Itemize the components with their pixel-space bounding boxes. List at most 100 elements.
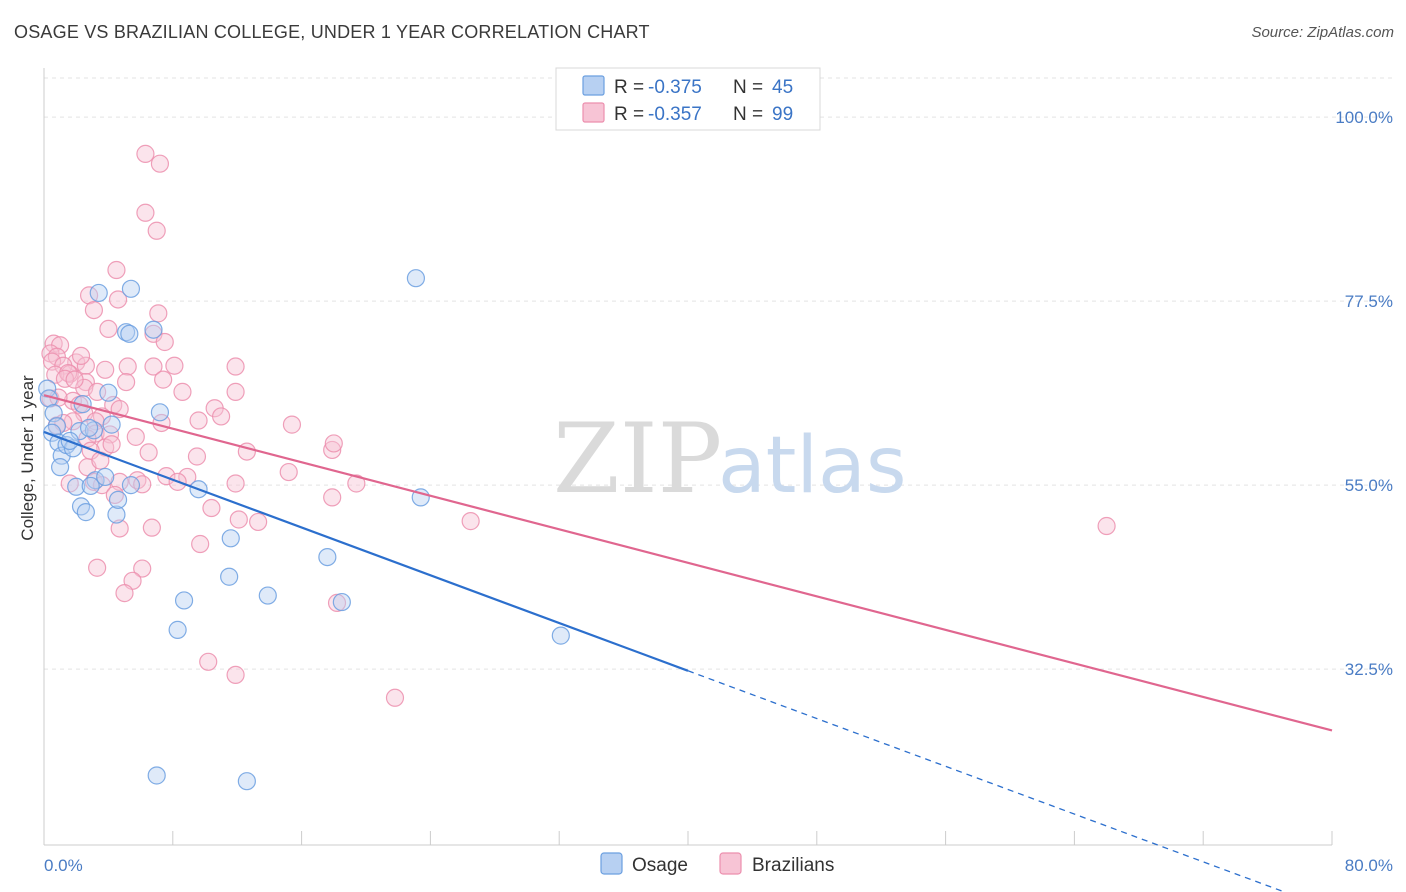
point-brazilians-29 xyxy=(117,372,136,392)
point-brazilians-74 xyxy=(202,498,221,518)
point-brazilians-1 xyxy=(150,154,170,173)
point-brazilians-20 xyxy=(118,357,137,376)
point-osage-13 xyxy=(102,415,121,434)
stats-r-value-brazilians: -0.357 xyxy=(648,104,702,125)
point-brazilians-81 xyxy=(1097,516,1116,536)
y-tick-label-1: 77.5% xyxy=(1345,292,1393,311)
point-osage-12 xyxy=(84,421,104,440)
point-brazilians-90 xyxy=(81,441,100,460)
point-brazilians-3 xyxy=(147,221,166,240)
point-brazilians-69 xyxy=(347,474,366,493)
point-brazilians-54 xyxy=(126,427,145,446)
stats-legend: R = -0.375 N = 45 R = -0.357 N = 99 xyxy=(555,67,821,131)
point-osage-37 xyxy=(406,269,426,288)
point-osage-9 xyxy=(50,458,70,477)
trendlines xyxy=(43,394,1333,892)
point-brazilians-62 xyxy=(157,467,176,486)
point-osage-21 xyxy=(107,505,126,524)
point-osage-24 xyxy=(117,323,136,342)
point-brazilians-23 xyxy=(226,357,245,376)
point-brazilians-9 xyxy=(99,319,118,339)
series-legend-label-osage: Osage xyxy=(632,855,688,876)
point-brazilians-6 xyxy=(108,290,128,309)
point-brazilians-2 xyxy=(136,203,155,222)
point-osage-26 xyxy=(144,320,163,339)
point-osage-25 xyxy=(120,324,139,343)
point-brazilians-68 xyxy=(226,474,245,493)
point-brazilians-15 xyxy=(47,347,66,366)
point-osage-40 xyxy=(147,766,166,785)
point-brazilians-22 xyxy=(165,356,184,375)
y-tick-label-0: 100.0% xyxy=(1335,108,1393,127)
point-osage-44 xyxy=(96,467,115,487)
stats-r-label-osage: R = xyxy=(614,77,644,98)
point-osage-31 xyxy=(220,567,239,586)
point-osage-20 xyxy=(76,503,95,522)
point-osage-43 xyxy=(79,418,99,437)
point-osage-11 xyxy=(70,422,89,441)
stats-r-label-brazilians: R = xyxy=(614,104,644,125)
point-osage-15 xyxy=(86,471,105,490)
point-brazilians-46 xyxy=(212,407,231,426)
point-osage-27 xyxy=(121,279,141,298)
point-brazilians-59 xyxy=(323,440,342,460)
point-osage-41 xyxy=(237,772,256,791)
point-brazilians-72 xyxy=(105,485,124,505)
point-brazilians-57 xyxy=(139,443,158,462)
point-brazilians-92 xyxy=(65,370,84,389)
watermark-zip: ZIP xyxy=(553,403,722,515)
stats-n-value-osage: 45 xyxy=(772,77,793,98)
point-osage-23 xyxy=(89,283,108,303)
point-brazilians-85 xyxy=(115,583,134,603)
stats-n-value-brazilians: 99 xyxy=(772,104,793,125)
point-osage-32 xyxy=(174,591,194,610)
point-osage-18 xyxy=(121,476,141,495)
y-tick-label-3: 32.5% xyxy=(1345,660,1393,679)
point-brazilians-89 xyxy=(385,688,405,707)
point-brazilians-61 xyxy=(279,462,298,482)
point-brazilians-93 xyxy=(71,346,91,365)
stats-swatch-brazilians xyxy=(582,102,605,123)
point-brazilians-73 xyxy=(323,488,342,507)
point-brazilians-97 xyxy=(187,447,207,466)
point-brazilians-88 xyxy=(226,665,245,684)
stats-n-label-brazilians: N = xyxy=(733,104,763,125)
trendline-osage-extension xyxy=(687,670,1287,892)
x-tick-label-min: 0.0% xyxy=(44,856,83,875)
y-tick-label-2: 55.0% xyxy=(1345,476,1393,495)
data-points xyxy=(38,144,1116,791)
watermark: ZIP atlas xyxy=(553,403,907,515)
series-legend: Osage Brazilians xyxy=(600,852,834,876)
point-osage-28 xyxy=(150,403,170,422)
trendline-brazilians xyxy=(43,394,1333,732)
point-osage-30 xyxy=(221,529,240,548)
stats-n-label-osage: N = xyxy=(733,77,763,98)
watermark-atlas: atlas xyxy=(718,421,907,511)
point-brazilians-76 xyxy=(249,512,268,532)
point-brazilians-26 xyxy=(59,363,78,383)
stats-r-value-osage: -0.375 xyxy=(648,77,702,98)
point-osage-14 xyxy=(99,383,118,402)
point-brazilians-27 xyxy=(55,369,75,388)
point-osage-34 xyxy=(258,586,277,605)
point-brazilians-77 xyxy=(461,512,480,531)
point-brazilians-87 xyxy=(199,652,218,671)
point-brazilians-79 xyxy=(142,518,161,537)
point-brazilians-75 xyxy=(229,510,248,529)
point-brazilians-78 xyxy=(110,519,129,538)
point-osage-22 xyxy=(108,490,128,509)
trendline-osage xyxy=(43,430,689,672)
point-brazilians-8 xyxy=(149,304,168,323)
point-brazilians-36 xyxy=(226,382,245,401)
gridlines xyxy=(44,77,1393,670)
point-brazilians-30 xyxy=(154,370,173,389)
source-credit: Source: ZipAtlas.com xyxy=(1251,24,1394,41)
x-tick-label-max: 80.0% xyxy=(1345,856,1393,875)
series-legend-label-brazilians: Brazilians xyxy=(752,855,834,876)
y-tick-labels: 100.0% 77.5% 55.0% 32.5% xyxy=(1335,108,1393,679)
point-brazilians-83 xyxy=(133,559,152,578)
point-osage-35 xyxy=(318,548,337,567)
series-legend-swatch-brazilians xyxy=(719,852,742,875)
point-brazilians-82 xyxy=(88,558,107,577)
